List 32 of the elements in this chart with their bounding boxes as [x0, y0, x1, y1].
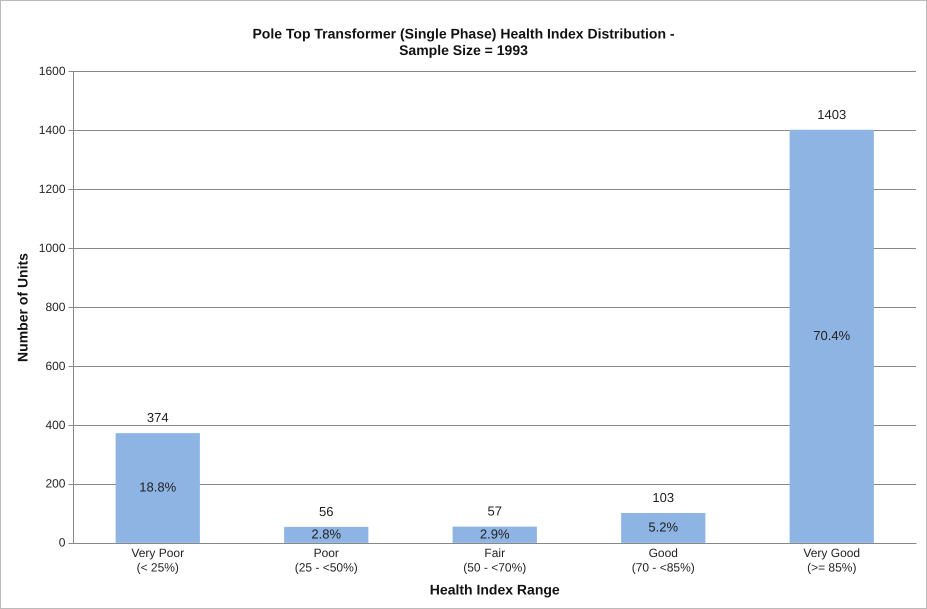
annotation: 18.8% — [139, 480, 177, 495]
x-axis-title: Health Index Range — [430, 581, 560, 598]
data-label: 1403 — [817, 106, 846, 122]
y-tick-label: 600 — [45, 358, 66, 373]
y-axis-title: Number of Units — [14, 252, 30, 362]
chart-title: Pole Top Transformer (Single Phase) Health Index Distribution - Sample Size = 1993 — [252, 25, 675, 58]
data-label: 103 — [652, 490, 674, 506]
bar — [116, 433, 200, 543]
bar — [452, 526, 537, 543]
y-tick-label: 200 — [45, 476, 66, 491]
y-tick-label: 1400 — [38, 122, 66, 137]
y-tick-label: 0 — [58, 536, 66, 550]
annotation: 5.2% — [648, 520, 678, 535]
x-tick-label: Very Poor (< 25%) — [131, 546, 184, 574]
bar — [621, 513, 706, 543]
annotation: 2.8% — [311, 526, 342, 542]
data-label: 56 — [319, 504, 334, 519]
bar — [790, 130, 874, 543]
x-tick-label: Good (70 - <85%) — [632, 546, 695, 574]
y-tick-label: 800 — [45, 300, 66, 314]
data-label: 57 — [488, 504, 502, 519]
data-label: 374 — [146, 410, 169, 426]
x-tick-label: Poor (25 - <50%) — [294, 546, 358, 574]
x-tick-label: Very Good (>= 85%) — [803, 546, 860, 574]
x-tick-label: Fair (50 - <70%) — [463, 546, 526, 574]
annotation: 2.9% — [480, 526, 510, 542]
y-tick-label: 400 — [45, 418, 66, 432]
y-tick-label: 1000 — [38, 240, 66, 255]
y-tick-label: 1600 — [38, 64, 66, 78]
y-tick-label: 1200 — [38, 182, 66, 196]
bar — [284, 526, 368, 543]
annotation: 70.4% — [813, 328, 851, 343]
